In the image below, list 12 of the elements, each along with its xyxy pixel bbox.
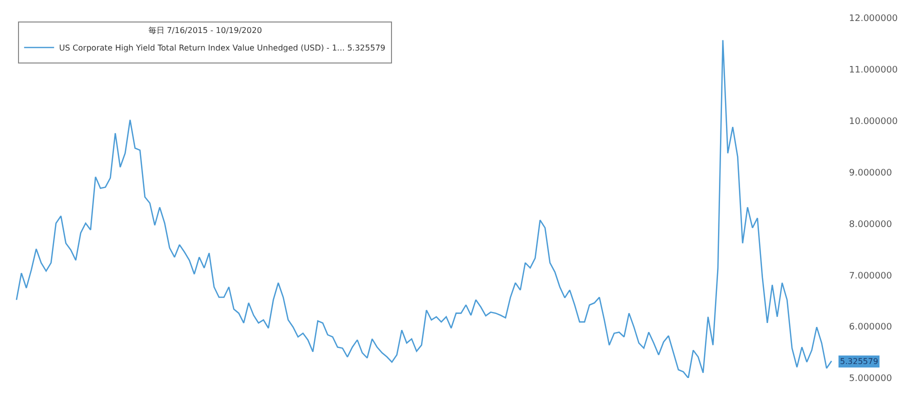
y-tick-label: 9.000000	[849, 168, 892, 178]
y-tick-label: 6.000000	[849, 322, 892, 333]
y-tick-label: 10.000000	[849, 117, 898, 128]
y-tick-label: 5.000000	[849, 374, 892, 384]
y-tick-label: 11.000000	[849, 66, 898, 76]
legend-title: 毎日 7/16/2015 - 10/19/2020	[148, 26, 262, 35]
y-tick-label: 7.000000	[849, 271, 892, 282]
text: 5.325579	[840, 357, 878, 366]
legend-label: US Corporate High Yield Total Return Index Value Unhedged (USD) - 1... 5.325579	[59, 44, 386, 53]
y-tick-label: 8.000000	[849, 220, 892, 230]
line-series	[16, 39, 832, 378]
y-tick-label: 12.000000	[849, 14, 898, 24]
